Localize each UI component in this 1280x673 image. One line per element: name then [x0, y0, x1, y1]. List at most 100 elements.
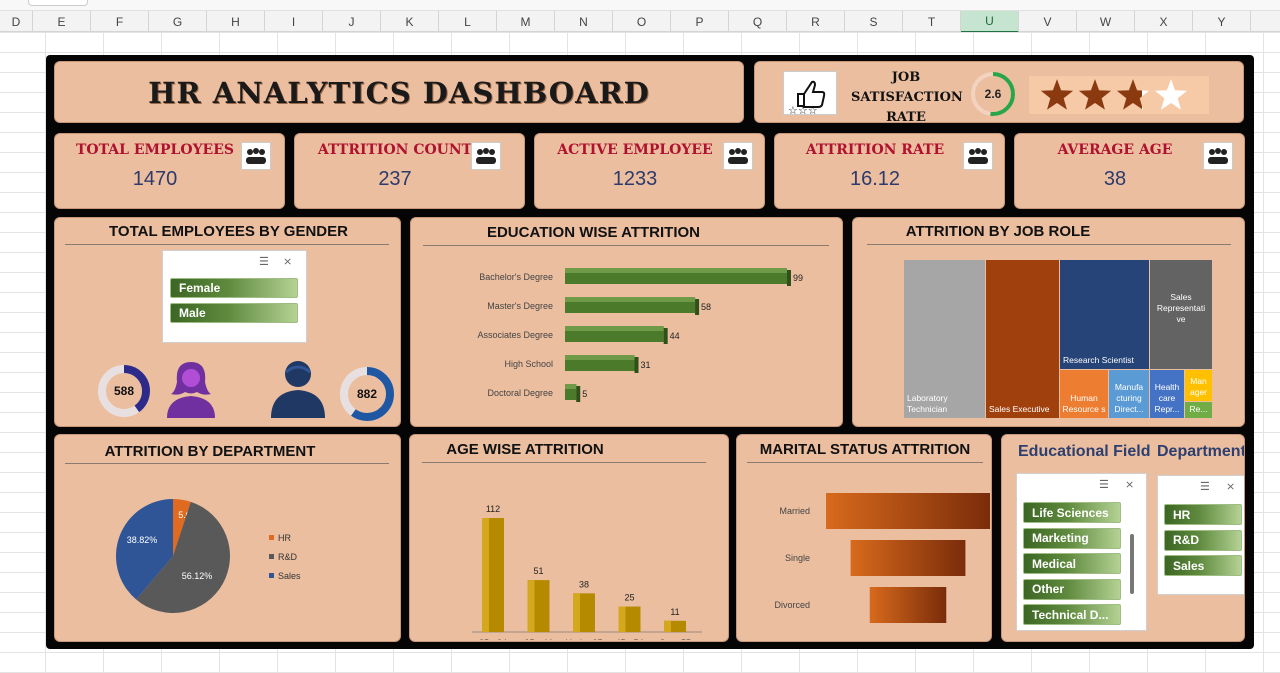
- column-header-x[interactable]: X: [1135, 11, 1193, 33]
- male-count: 882: [357, 387, 377, 401]
- funnel-bar: [850, 540, 966, 576]
- slicer-item-female[interactable]: Female: [170, 278, 298, 298]
- bar-category-label: Master's Degree: [487, 301, 553, 311]
- bar-category-label: Single: [785, 553, 810, 563]
- column-header-t[interactable]: T: [903, 11, 961, 33]
- job-satisfaction-card: ☆☆☆ JOB SATISFACTION RATE 2.6: [754, 61, 1244, 125]
- column-header-s[interactable]: S: [845, 11, 903, 33]
- star-partial: [1116, 79, 1142, 110]
- legend-swatch: [269, 573, 274, 578]
- female-donut: 588: [98, 365, 150, 417]
- kpi-value: 1233: [612, 168, 658, 190]
- column-header-w[interactable]: W: [1077, 11, 1135, 33]
- person-at-desk-icon: [723, 142, 753, 170]
- slicer-item-department[interactable]: R&D: [1164, 529, 1242, 551]
- column-header-h[interactable]: H: [207, 11, 265, 33]
- bar: [664, 620, 686, 632]
- column-header-p[interactable]: P: [671, 11, 729, 33]
- percent-person-icon: [963, 142, 993, 170]
- kpi-label: ATTRITION RATE: [805, 142, 945, 158]
- gender-card: TOTAL EMPLOYEES BY GENDER ☰ ⨯ Female Mal…: [54, 217, 401, 427]
- slicer-item-edu-field[interactable]: Life Sciences: [1023, 502, 1121, 523]
- department-slicer: ☰ ⨯ HR R&D Sales: [1157, 475, 1244, 595]
- column-header-o[interactable]: O: [613, 11, 671, 33]
- multi-select-icon[interactable]: ☰: [1200, 481, 1210, 493]
- pie-data-label: 38.82%: [127, 535, 158, 545]
- bar-side: [663, 328, 668, 344]
- male-person-icon: [271, 361, 325, 418]
- multi-select-icon[interactable]: ☰: [259, 256, 269, 268]
- title-divider: [65, 244, 389, 245]
- slicer-item-department[interactable]: Sales: [1164, 555, 1242, 576]
- column-header-q[interactable]: Q: [729, 11, 787, 33]
- ribbon-edge: [0, 0, 1280, 10]
- slicer-item-edu-field[interactable]: Other: [1023, 578, 1121, 600]
- bar-side: [787, 270, 791, 286]
- bar-data-label: 5: [582, 389, 587, 399]
- slicer-item-edu-field[interactable]: Marketing: [1023, 527, 1121, 549]
- job-role-chart-title: ATTRITION BY JOB ROLE: [905, 223, 1091, 240]
- clear-filter-icon[interactable]: ⨯: [1226, 481, 1236, 493]
- legend-label: R&D: [278, 552, 298, 562]
- column-header-d[interactable]: D: [0, 11, 33, 33]
- female-person-icon: [167, 362, 215, 418]
- bar-category-label: Divorced: [774, 600, 810, 610]
- column-header-g[interactable]: G: [149, 11, 207, 33]
- education-chart-title: EDUCATION WISE ATTRITION: [486, 224, 701, 241]
- treemap-tile-label: Health care Repr...: [1154, 382, 1180, 414]
- treemap-tile: Research Scientist: [1060, 260, 1149, 369]
- sheet-tab-edge[interactable]: [28, 0, 88, 6]
- department-chart-title: ATTRITION BY DEPARTMENT: [104, 443, 316, 460]
- slicer-item-edu-field[interactable]: Technical D...: [1023, 604, 1121, 625]
- column-header-n[interactable]: N: [555, 11, 613, 33]
- title-divider: [423, 245, 829, 246]
- bar-data-label: 38: [579, 579, 589, 589]
- bar: [565, 384, 577, 400]
- treemap-tile-label: Sales Executive: [989, 404, 1050, 414]
- multi-select-icon[interactable]: ☰: [1099, 479, 1109, 491]
- column-header-u[interactable]: U: [961, 11, 1019, 33]
- slicer-item-male[interactable]: Male: [170, 303, 298, 323]
- column-header-e[interactable]: E: [33, 11, 91, 33]
- column-header-v[interactable]: V: [1019, 11, 1077, 33]
- column-header-f[interactable]: F: [91, 11, 149, 33]
- legend-swatch: [269, 554, 274, 559]
- bar-highlight: [565, 268, 787, 273]
- slicer-scrollbar[interactable]: [1130, 534, 1134, 594]
- legend-swatch: [269, 535, 274, 540]
- pie-data-label: 56.12%: [182, 571, 213, 581]
- treemap-tile: Manufa cturing Direct...: [1109, 370, 1149, 418]
- bar-category-label: 25 - 34: [479, 638, 507, 640]
- bar-data-label: 58: [701, 302, 711, 312]
- treemap-tile: Human Resource s: [1060, 370, 1108, 418]
- column-header-i[interactable]: I: [265, 11, 323, 33]
- job-role-treemap: Laboratory Technician Sales Executive Rese…: [904, 260, 1212, 418]
- slicer-item-department[interactable]: HR: [1164, 504, 1242, 525]
- column-header-k[interactable]: K: [381, 11, 439, 33]
- bar-data-label: 51: [533, 566, 543, 576]
- bar-highlight: [527, 580, 535, 632]
- education-card: EDUCATION WISE ATTRITION Bachelor's Degr…: [410, 217, 843, 427]
- slicer-item-edu-field[interactable]: Medical: [1023, 553, 1121, 574]
- job-satisfaction-gauge: 2.6: [971, 72, 1015, 116]
- column-header-m[interactable]: M: [497, 11, 555, 33]
- clear-filter-icon[interactable]: ⨯: [283, 256, 293, 268]
- column-header-l[interactable]: L: [439, 11, 497, 33]
- bar-highlight: [573, 593, 580, 632]
- column-header-j[interactable]: J: [323, 11, 381, 33]
- bar-data-label: 112: [486, 504, 500, 514]
- title-card: HR ANALYTICS DASHBOARD: [54, 61, 744, 123]
- age-badge-icon: [1203, 142, 1233, 170]
- bar-data-label: 25: [624, 593, 634, 603]
- filters-card: Educational Field Department ☰ ⨯ Life Sc…: [1001, 434, 1245, 642]
- clear-filter-icon[interactable]: ⨯: [1125, 479, 1135, 491]
- bar-category-label: 35 - 44: [524, 638, 552, 640]
- column-header-y[interactable]: Y: [1193, 11, 1251, 33]
- gender-slicer: ☰ ⨯ Female Male: [162, 250, 307, 343]
- kpi-value: 1470: [132, 168, 178, 190]
- column-header-r[interactable]: R: [787, 11, 845, 33]
- kpi-value: 237: [378, 168, 412, 190]
- department-filter-title: Department: [1157, 443, 1245, 460]
- bar-highlight: [565, 297, 696, 302]
